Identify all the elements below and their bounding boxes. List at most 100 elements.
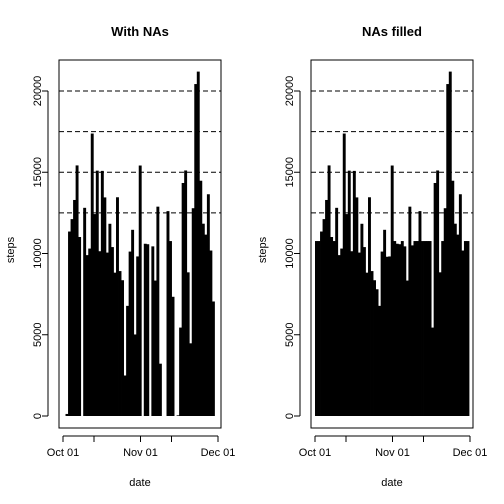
bar [413,241,417,416]
bar [171,296,175,416]
x-tick-label: Nov 01 [123,447,158,459]
bar [337,255,341,417]
bars [65,71,215,417]
bar [116,197,119,416]
bar [456,234,460,416]
bar [110,247,114,416]
bar [181,182,185,416]
bar [330,237,334,416]
bar [448,71,452,416]
bar [398,244,402,416]
y-tick-label: 10000 [284,238,296,269]
bar [345,214,349,416]
bar [186,272,190,416]
y-tick-label: 0 [32,413,44,419]
bar [438,272,442,416]
bar [138,165,142,416]
bar [194,84,198,416]
bar [88,248,92,416]
bar [426,241,429,416]
bar [166,211,170,416]
bar [209,250,213,416]
x-tick-label: Dec 01 [453,447,488,459]
bar [373,280,376,416]
bar [441,241,445,416]
bar [73,199,77,416]
y-axis-label: steps [5,236,17,263]
bar [75,165,79,416]
y-tick-label: 15000 [32,157,44,188]
bar [315,241,318,416]
bar [355,197,359,416]
bar [143,243,147,416]
bar [95,170,99,416]
bar [421,241,424,416]
bar [105,252,109,416]
bar [405,280,409,416]
bar [100,170,104,416]
bar [466,241,470,416]
bar [85,255,89,417]
chart-title: With NAs [111,24,169,39]
bar [360,223,364,416]
y-axis-label: steps [257,236,269,263]
bar [418,211,422,416]
bar [433,182,437,416]
bar [350,251,354,416]
bar [113,272,117,416]
bars [315,71,470,417]
bar [451,180,455,416]
bar [90,133,94,417]
bar [211,301,215,416]
y-tick-label: 5000 [284,323,296,347]
bar [393,241,397,416]
bar [126,305,130,416]
x-axis-label: date [129,477,150,489]
bar [158,363,162,416]
bar [327,165,331,416]
x-tick-label: Oct 01 [47,447,79,459]
x-axis: Oct 01 Nov 01 Dec 01 [299,435,488,459]
bar [428,241,432,416]
bar [388,256,392,416]
bar [325,199,329,416]
panel-nas-filled: NAs filled date steps 0 5000 10000 15000 200… [257,24,487,489]
bar [196,71,200,416]
panel-with-nas: With NAs date steps 0 5000 10000 15000 20000… [5,24,235,489]
x-axis-label: date [381,477,402,489]
bar [317,241,321,416]
y-tick-label: 10000 [32,238,44,269]
bar [199,180,203,416]
bar [352,170,356,416]
bar [153,280,157,416]
plot-frame [58,59,222,429]
bar [189,343,193,416]
bar [385,256,389,416]
bar [395,243,399,416]
x-tick-label: Nov 01 [375,447,410,459]
bar [121,280,124,416]
x-tick-label: Oct 01 [299,447,331,459]
bar [204,234,208,416]
bar [179,327,183,416]
bar [423,241,427,416]
bar [78,237,82,416]
bar [98,251,102,416]
bar [128,251,132,416]
bar [176,415,180,416]
bar [169,241,172,416]
y-tick-label: 20000 [284,76,296,107]
bar [347,170,351,416]
y-axis: 0 5000 10000 15000 20000 [32,76,49,419]
bar [446,84,450,416]
bar [463,241,467,416]
bar [156,206,160,416]
bar [362,247,366,416]
bar [201,223,205,416]
bar [335,207,339,416]
x-tick-label: Dec 01 [201,447,236,459]
bar [206,194,210,416]
y-tick-label: 5000 [32,323,44,347]
bar [461,250,465,416]
bar [443,208,447,416]
